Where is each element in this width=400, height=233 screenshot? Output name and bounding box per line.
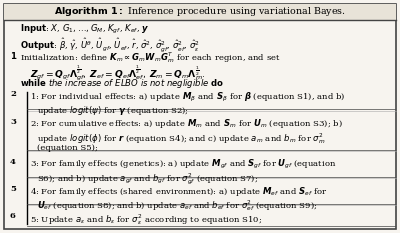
Text: (equation S5);: (equation S5);	[37, 144, 98, 153]
Text: update $\mathit{logit}(\psi)$ for $\boldsymbol{\gamma}$ (equation S2);: update $\mathit{logit}(\psi)$ for $\bold…	[37, 104, 189, 117]
Text: 5: Update $a_\epsilon$ and $b_\epsilon$ for $\sigma^2_\epsilon$ according to equ: 5: Update $a_\epsilon$ and $b_\epsilon$ …	[30, 212, 262, 227]
Text: $\mathbf{Output}$: $\hat{\beta}$, $\hat{\gamma}$, $\hat{U}^\theta$, $\hat{U}_{gf: $\mathbf{Output}$: $\hat{\beta}$, $\hat{…	[20, 37, 200, 54]
Text: 6: 6	[10, 212, 16, 220]
Text: 3: For family effects (genetics): a) update $\boldsymbol{M}_{gf}$ and $\boldsymb: 3: For family effects (genetics): a) upd…	[30, 158, 336, 171]
Text: $\mathbf{Input}$: $X$, $G_1, \ldots, G_M$, $K_{gf}$, $K_{ef}$, $\boldsymbol{y}$: $\mathbf{Input}$: $X$, $G_1, \ldots, G_M…	[20, 23, 149, 36]
Text: 5: 5	[10, 185, 16, 193]
Text: $\mathbf{1}$: $\mathbf{1}$	[10, 50, 17, 61]
Text: $\boldsymbol{Z}_{gf} = \boldsymbol{Q}_{gf}\boldsymbol{\Lambda}_{gf}^{\frac{1}{2}: $\boldsymbol{Z}_{gf} = \boldsymbol{Q}_{g…	[30, 64, 206, 83]
Text: $\boldsymbol{U}_{ef}$ (equation S8); and b) update $a_{ef}$ and $b_{ef}$ for $\s: $\boldsymbol{U}_{ef}$ (equation S8); and…	[37, 199, 318, 213]
Bar	[4, 4, 396, 20]
Text: 2: 2	[10, 90, 16, 99]
Text: 3: 3	[10, 117, 16, 126]
Text: $\mathbf{Algorithm\ 1:}$ Inference procedure using variational Bayes.: $\mathbf{Algorithm\ 1:}$ Inference proce…	[54, 6, 346, 18]
Text: 4: 4	[10, 158, 16, 166]
Text: Initialization: define $\boldsymbol{K}_m \propto \boldsymbol{G}_m\boldsymbol{W}_: Initialization: define $\boldsymbol{K}_m…	[20, 50, 281, 65]
Text: 4: For family effects (shared environment): a) update $\boldsymbol{M}_{ef}$ and : 4: For family effects (shared environmen…	[30, 185, 327, 198]
Text: $\mathbf{while}$ $\mathit{the\ increase\ of\ ELBO\ is\ not\ negligible}$ $\mathb: $\mathbf{while}$ $\mathit{the\ increase\…	[20, 77, 224, 90]
Text: S6); and b) update $a_{gf}$ and $b_{gf}$ for $\sigma^2_{gf}$ (equation S7);: S6); and b) update $a_{gf}$ and $b_{gf}$…	[37, 171, 258, 187]
Text: 1: For individual effects: a) update $\boldsymbol{M}_{\beta}$ and $\boldsymbol{S: 1: For individual effects: a) update $\b…	[30, 90, 345, 104]
Text: update $\mathit{logit}(\phi)$ for $\boldsymbol{r}$ (equation S4); and c) update : update $\mathit{logit}(\phi)$ for $\bold…	[37, 131, 326, 146]
Text: 2: For cumulative effects: a) update $\boldsymbol{M}_m$ and $\boldsymbol{S}_m$ f: 2: For cumulative effects: a) update $\b…	[30, 117, 343, 130]
